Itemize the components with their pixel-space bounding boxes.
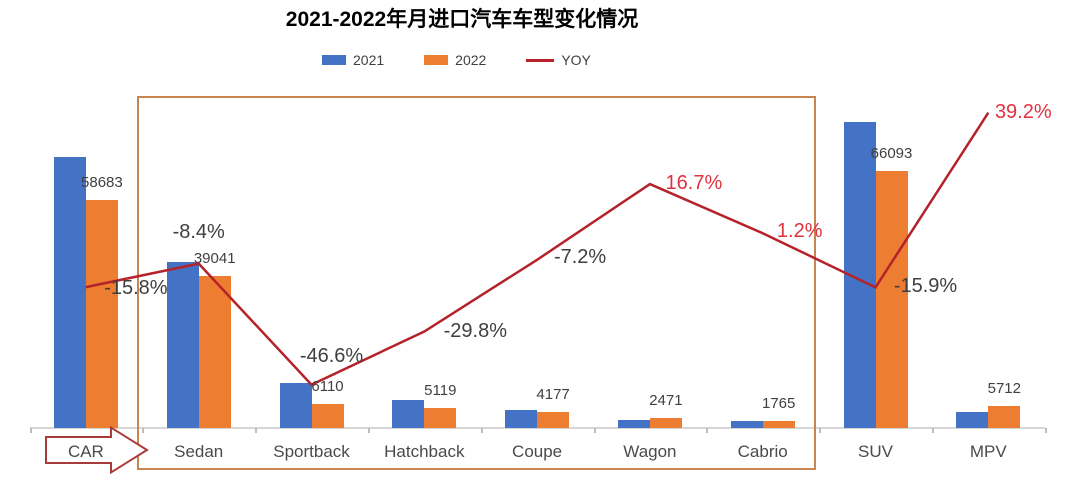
value-label-2022-car: 58683 xyxy=(81,173,123,191)
yoy-label-sportback: -46.6% xyxy=(299,344,364,367)
axis-tick xyxy=(819,428,822,433)
yoy-label-hatchback: -29.8% xyxy=(443,320,507,343)
legend-label: 2021 xyxy=(353,52,385,68)
value-label-2022-sedan: 39041 xyxy=(193,250,236,268)
yoy-label-car: -15.8% xyxy=(104,277,168,300)
yoy-label-wagon: 16.7% xyxy=(665,172,723,195)
bar-2021-coupe xyxy=(505,410,538,428)
value-label-2022-mpv: 5712 xyxy=(987,379,1021,397)
legend-label: 2022 xyxy=(455,52,487,68)
category-label-hatchback: Hatchback xyxy=(384,442,465,461)
yoy-label-sedan: -8.4% xyxy=(172,220,225,243)
bar-2021-mpv xyxy=(956,412,989,428)
legend-label: YOY xyxy=(561,52,591,68)
category-label-sportback: Sportback xyxy=(273,442,350,461)
bar-2022-sportback xyxy=(311,404,344,428)
legend-swatch-2022-icon xyxy=(424,55,449,65)
bar-2022-sedan xyxy=(198,276,231,428)
value-label-2022-wagon: 2471 xyxy=(649,392,683,410)
category-label-suv: SUV xyxy=(858,442,893,461)
x-axis-line xyxy=(29,427,1045,429)
bar-2021-suv xyxy=(843,122,876,428)
bar-2022-cabrio xyxy=(762,421,795,428)
category-label-car: CAR xyxy=(67,442,104,461)
value-label-2022-hatchback: 5119 xyxy=(424,382,457,400)
bar-2022-mpv xyxy=(988,405,1021,428)
value-label-2022-suv: 66093 xyxy=(870,144,913,162)
highlight-box xyxy=(137,96,816,470)
bar-2022-hatchback xyxy=(424,408,457,428)
axis-tick xyxy=(1044,428,1047,433)
category-label-coupe: Coupe xyxy=(512,442,563,461)
bar-2021-sportback xyxy=(279,383,312,428)
axis-tick xyxy=(593,428,596,433)
category-label-mpv: MPV xyxy=(969,442,1007,461)
category-label-wagon: Wagon xyxy=(623,442,677,461)
value-label-2022-coupe: 4177 xyxy=(536,385,570,403)
bar-2021-wagon xyxy=(617,419,650,428)
yoy-label-mpv: 39.2% xyxy=(994,100,1052,123)
axis-tick xyxy=(706,428,709,433)
axis-tick xyxy=(931,428,934,433)
bar-2021-hatchback xyxy=(392,399,425,428)
legend: 2021 2022 YOY xyxy=(322,52,591,68)
legend-swatch-2021-icon xyxy=(322,55,346,65)
legend-item-2022: 2022 xyxy=(424,52,486,68)
category-label-sedan: Sedan xyxy=(174,442,224,461)
bar-2022-wagon xyxy=(649,418,682,428)
bar-2022-suv xyxy=(875,170,908,428)
yoy-label-suv: -15.9% xyxy=(893,275,958,298)
legend-item-yoy: YOY xyxy=(526,52,591,68)
axis-tick xyxy=(480,428,483,433)
yoy-label-coupe: -7.2% xyxy=(553,245,607,268)
bar-2021-cabrio xyxy=(730,421,763,428)
value-label-2022-sportback: 6110 xyxy=(311,378,344,396)
bar-2021-car xyxy=(53,156,86,428)
legend-item-2021: 2021 xyxy=(322,52,384,68)
category-label-cabrio: Cabrio xyxy=(737,442,788,461)
axis-tick xyxy=(255,428,258,433)
yoy-label-cabrio: 1.2% xyxy=(776,220,823,243)
axis-tick xyxy=(29,428,32,433)
bar-2022-car xyxy=(85,199,118,428)
bar-2021-sedan xyxy=(166,262,199,428)
axis-tick xyxy=(367,428,370,433)
legend-swatch-yoy-icon xyxy=(526,58,555,62)
value-label-2022-cabrio: 1765 xyxy=(762,395,796,413)
chart-title: 2021-2022年月进口汽车车型变化情况 xyxy=(285,8,639,31)
bar-2022-coupe xyxy=(537,411,570,428)
